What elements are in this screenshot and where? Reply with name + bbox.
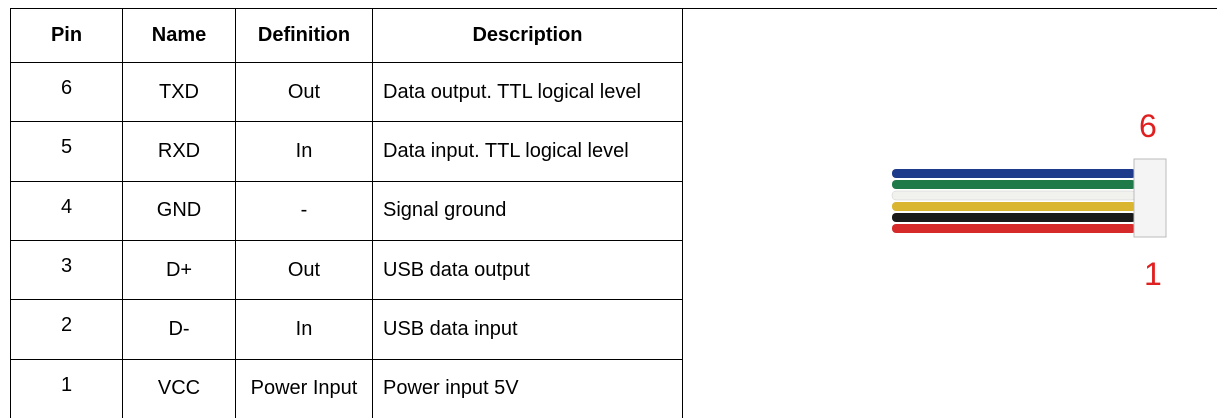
header-cell: Pin	[11, 9, 123, 63]
bottom-pin-label: 1	[1144, 256, 1162, 292]
connector-cell: 6 1	[683, 9, 1217, 418]
table-cell: Out	[236, 63, 373, 122]
table-cell: USB data input	[373, 300, 683, 359]
table-cell: 5	[11, 122, 123, 181]
table-cell: 4	[11, 181, 123, 240]
table-cell: 6	[11, 63, 123, 122]
table-cell: 1	[11, 359, 123, 418]
table-cell: In	[236, 122, 373, 181]
table-cell: Out	[236, 241, 373, 300]
table-cell: 3	[11, 241, 123, 300]
wires	[892, 169, 1136, 233]
table-cell: -	[236, 181, 373, 240]
header-cell: Definition	[236, 9, 373, 63]
table-cell: Power input 5V	[373, 359, 683, 418]
table-cell: Data output. TTL logical level	[373, 63, 683, 122]
table-cell: RXD	[123, 122, 236, 181]
table-cell: Power Input	[236, 359, 373, 418]
top-pin-label: 6	[1139, 108, 1157, 144]
table-cell: Data input. TTL logical level	[373, 122, 683, 181]
table-cell: USB data output	[373, 241, 683, 300]
table-cell: 2	[11, 300, 123, 359]
header-row: Pin Name Definition Description 6 1	[11, 9, 1217, 63]
table-cell: D+	[123, 241, 236, 300]
table-body: Pin Name Definition Description 6 1	[11, 9, 1217, 418]
table-cell: D-	[123, 300, 236, 359]
connector-housing	[1134, 159, 1166, 237]
header-cell: Name	[123, 9, 236, 63]
connector-image: 6 1	[684, 9, 1217, 412]
table-cell: GND	[123, 181, 236, 240]
pin-table: Pin Name Definition Description 6 1	[10, 8, 1217, 418]
table-cell: In	[236, 300, 373, 359]
header-cell: Description	[373, 9, 683, 63]
table-cell: VCC	[123, 359, 236, 418]
table-cell: TXD	[123, 63, 236, 122]
table-cell: Signal ground	[373, 181, 683, 240]
